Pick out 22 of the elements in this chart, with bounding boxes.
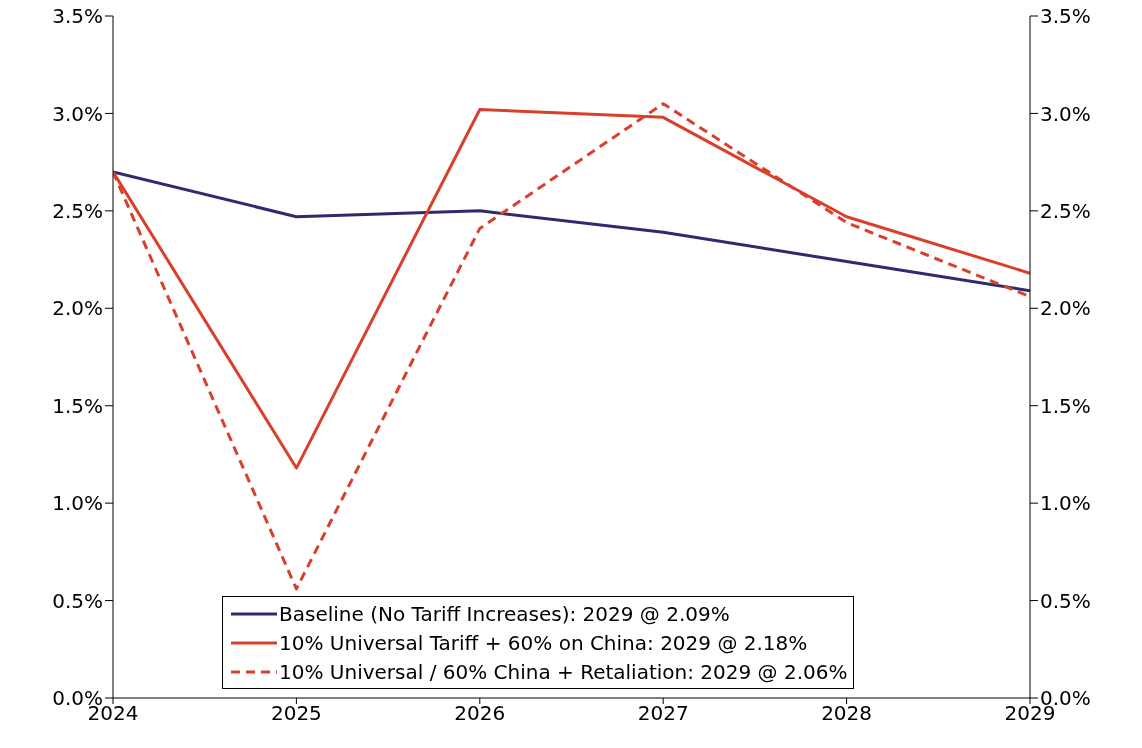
y-tick-label: 3.0% <box>52 101 103 126</box>
y-tick-label: 1.0% <box>52 491 103 516</box>
y-tick-label: 2.5% <box>52 198 103 223</box>
y-tick-label: 3.5% <box>52 4 103 29</box>
legend-label: 10% Universal / 60% China + Retaliation: 2029 @ 2.06% <box>279 659 848 684</box>
y-tick-label: 2.0% <box>52 296 103 321</box>
line-series <box>113 170 1030 293</box>
y2-tick-label: 2.5% <box>1040 198 1091 223</box>
y2-tick-label: 1.5% <box>1040 393 1091 418</box>
x-tick-label: 2028 <box>821 701 873 726</box>
y-tick-label: 1.5% <box>52 393 103 418</box>
legend-label: 10% Universal Tariff + 60% on China: 2029 @ 2.18% <box>279 630 808 655</box>
y2-tick-label: 0.5% <box>1040 588 1091 613</box>
y2-tick-label: 2.0% <box>1040 296 1091 321</box>
x-tick-label: 2026 <box>454 701 506 726</box>
y2-tick-label: 3.0% <box>1040 101 1091 126</box>
y-tick-label: 0.5% <box>52 588 103 613</box>
x-tick-label: 2027 <box>637 701 689 726</box>
legend-label: Baseline (No Tariff Increases): 2029 @ 2.09% <box>279 601 730 626</box>
y2-tick-label: 1.0% <box>1040 491 1091 516</box>
x-tick-label: 2025 <box>270 701 322 726</box>
y2-tick-label: 3.5% <box>1040 4 1091 29</box>
